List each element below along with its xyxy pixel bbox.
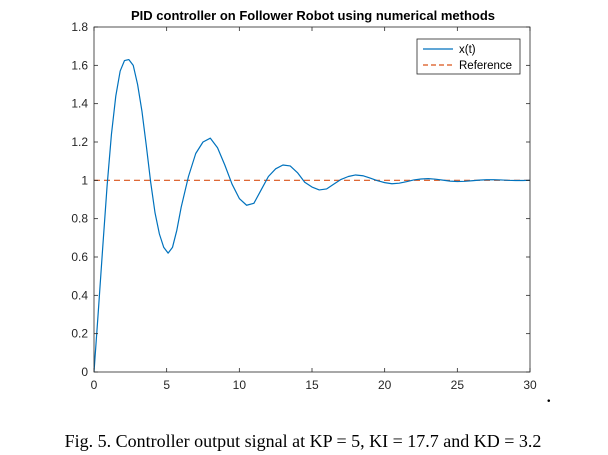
x-tick-label: 0	[91, 378, 98, 392]
y-tick-label: 0.4	[71, 288, 88, 302]
figure-caption: Fig. 5. Controller output signal at KP =…	[65, 431, 542, 451]
plot-background	[94, 27, 530, 372]
y-tick-label: 1	[81, 173, 88, 187]
trailing-mark: .	[546, 382, 552, 407]
plot-area: 0 5 10 15 20 25 30 0 0.2 0.4 0.6 0.8 1 1.2 1.4 1.6 1.8	[71, 20, 537, 392]
x-tick-label: 30	[523, 378, 537, 392]
series-line-0	[94, 58, 530, 372]
legend: x(t) Reference	[416, 38, 521, 75]
x-tick-label: 25	[451, 378, 465, 392]
x-tick-label: 5	[163, 378, 170, 392]
y-tick-label: 1.8	[71, 20, 88, 34]
series-layer	[94, 58, 530, 372]
y-tick-label: 0.8	[71, 212, 88, 226]
y-tick-label: 1.2	[71, 135, 88, 149]
ticks-layer: 0 5 10 15 20 25 30 0 0.2 0.4 0.6 0.8 1 1.2 1.4 1.6 1.8	[71, 20, 537, 392]
legend-box	[416, 38, 521, 75]
x-tick-label: 10	[233, 378, 247, 392]
x-tick-label: 15	[305, 378, 319, 392]
chart-title: PID controller on Follower Robot using n…	[131, 8, 495, 23]
legend-label-x-t: x(t)	[459, 44, 476, 56]
legend-label-reference: Reference	[459, 60, 512, 72]
x-tick-label: 20	[378, 378, 392, 392]
y-tick-label: 1.6	[71, 58, 88, 72]
y-tick-label: 0	[81, 365, 88, 379]
y-tick-label: 1.4	[71, 97, 88, 111]
y-tick-label: 0.6	[71, 250, 88, 264]
y-tick-label: 0.2	[71, 327, 88, 341]
